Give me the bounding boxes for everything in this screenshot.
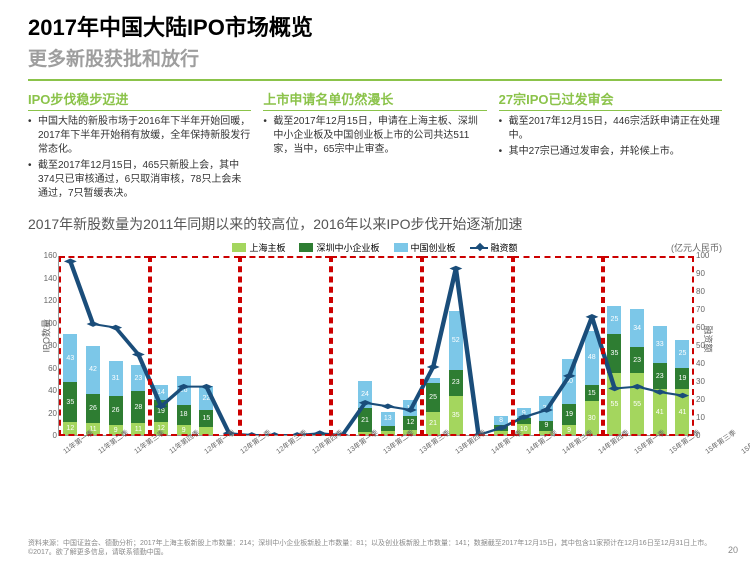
col-item: 中国大陆的新股市场于2016年下半年开始回暖，2017年下半年开始稍有放缓，全年… [28, 115, 251, 157]
ipo-chart: 上海主板深圳中小企业板中国创业板融资额 (亿元人民币) IPO数量 融资额 12… [28, 241, 722, 471]
bar-group: 2124 [355, 381, 376, 435]
main-title: 2017年中国大陆IPO市场概览 [28, 10, 722, 42]
chart-subhead: 2017年新股数量为2011年同期以来的较高位，2016年以来IPO步伐开始逐渐… [0, 207, 750, 237]
x-axis: 11年第一季11年第二季11年第三季11年第四季12年第一季12年第二季12年第… [58, 438, 694, 448]
bar-group: 91940 [559, 359, 580, 436]
col-head: IPO步伐稳步迈进 [28, 89, 251, 111]
bar-group: 91826 [173, 376, 194, 436]
bar-group: 8 [491, 416, 512, 435]
page-number: 20 [728, 545, 738, 555]
bar-group: 553525 [604, 306, 625, 435]
subtitle: 更多新股获批和放行 [28, 44, 722, 71]
bars: 1235431126429263111282312191491826152221… [59, 256, 694, 435]
col-head: 上市申请名单仍然漫长 [263, 89, 486, 111]
legend-item: 上海主板 [232, 241, 285, 254]
bar-group: 123543 [60, 334, 81, 435]
bar-group: 1522 [196, 386, 217, 436]
bar-group: 2125 [423, 378, 444, 435]
bar-group: 552334 [627, 309, 648, 435]
bar-group: 412333 [649, 326, 670, 435]
summary-columns: IPO步伐稳步迈进中国大陆的新股市场于2016年下半年开始回暖，2017年下半年… [0, 85, 750, 207]
col-item: 截至2017年12月15日，446宗活跃申请正在处理中。 [499, 115, 722, 143]
legend-item: 中国创业板 [394, 241, 456, 254]
col-item: 截至2017年12月15日，465只新股上会，其中374只已审核通过，6只取消审… [28, 159, 251, 201]
legend-item: 深圳中小企业板 [299, 241, 379, 254]
footer-copy: ©2017。欲了解更多信息，请联系德勤中国。 [28, 549, 722, 557]
bar-group: 92631 [105, 361, 126, 435]
bar-group: 13 [377, 412, 398, 436]
plot-area: IPO数量 融资额 123543112642926311128231219149… [58, 256, 694, 436]
col-item: 截至2017年12月15日，申请在上海主板、深圳中小企业板及中国创业板上市的公司… [263, 115, 486, 157]
bar-group: 112823 [128, 365, 149, 435]
col-head: 27宗IPO已过发审会 [499, 89, 722, 111]
legend-item: 融资额 [470, 241, 518, 254]
x-tick: 15年第四季 [739, 428, 750, 457]
bar-group: 352352 [445, 311, 466, 435]
bar-group [309, 433, 330, 435]
footer: 资料来源：中国证监会、德勤分析；2017年上海主板新股上市数量：214；深圳中小… [28, 540, 722, 557]
divider [28, 79, 722, 81]
footer-source: 资料来源：中国证监会、德勤分析；2017年上海主板新股上市数量：214；深圳中小… [28, 540, 722, 548]
bar-group: 411925 [672, 340, 693, 436]
bar-group: 112642 [83, 346, 104, 435]
bar-group: 301548 [581, 331, 602, 436]
legend: 上海主板 深圳中小企业板 中国创业板 融资额 [28, 241, 722, 254]
col-item: 其中27宗已通过发审会，并轮候上市。 [499, 145, 722, 159]
